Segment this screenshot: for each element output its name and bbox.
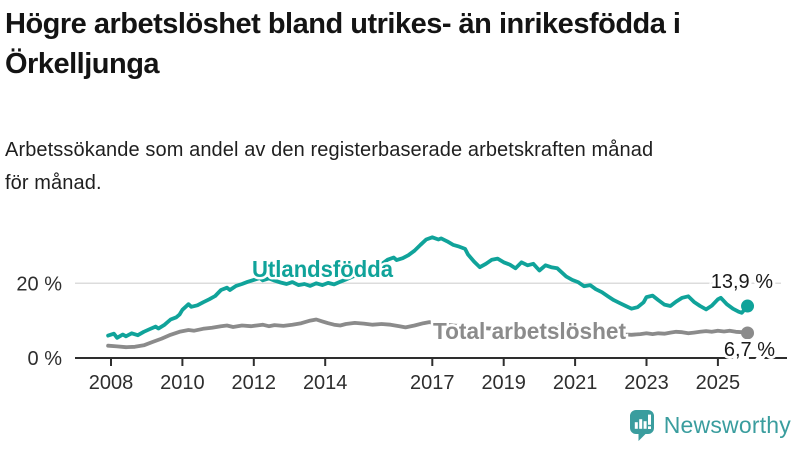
x-axis-label: 2017 — [410, 372, 455, 394]
title-line-1: Högre arbetslöshet bland utrikes- än inr… — [5, 8, 681, 40]
series-end-value-label: 6,7 % — [724, 339, 775, 361]
x-axis-label: 2025 — [696, 372, 741, 394]
chart-subtitle: Arbetssökande som andel av den registerb… — [5, 134, 797, 200]
brand-name: Newsworthy — [663, 412, 791, 438]
subtitle-line-1: Arbetssökande som andel av den registerb… — [5, 139, 654, 161]
subtitle-line-2: för månad. — [5, 172, 102, 194]
header: Högre arbetslöshet bland utrikes- än inr… — [0, 0, 800, 200]
x-axis-label: 2012 — [232, 372, 277, 394]
y-axis-label: 20 % — [16, 273, 62, 295]
x-axis-label: 2014 — [303, 372, 348, 394]
series-label-utlandsfodda: Utlandsfödda — [252, 256, 393, 282]
title-line-2: Örkelljunga — [5, 48, 160, 80]
newsworthy-brand: Newsworthy — [629, 409, 791, 442]
series-label-total: Total arbetslöshet — [433, 318, 626, 344]
x-axis-label: 2008 — [89, 372, 134, 394]
series-end-dot — [741, 299, 755, 313]
series-line-total — [106, 317, 750, 350]
newsworthy-chart-pin-icon — [629, 410, 654, 441]
series-line-utlandsfodda — [106, 235, 750, 340]
series-end-value-label: 13,9 % — [711, 271, 773, 293]
x-axis-label: 2021 — [553, 372, 598, 394]
series-end-dot — [741, 326, 755, 340]
x-axis-label: 2010 — [160, 372, 205, 394]
x-axis-label: 2023 — [624, 372, 669, 394]
y-axis-label: 0 % — [28, 348, 63, 370]
page-title: Högre arbetslöshet bland utrikes- än inr… — [5, 4, 797, 84]
x-axis-label: 2019 — [481, 372, 526, 394]
